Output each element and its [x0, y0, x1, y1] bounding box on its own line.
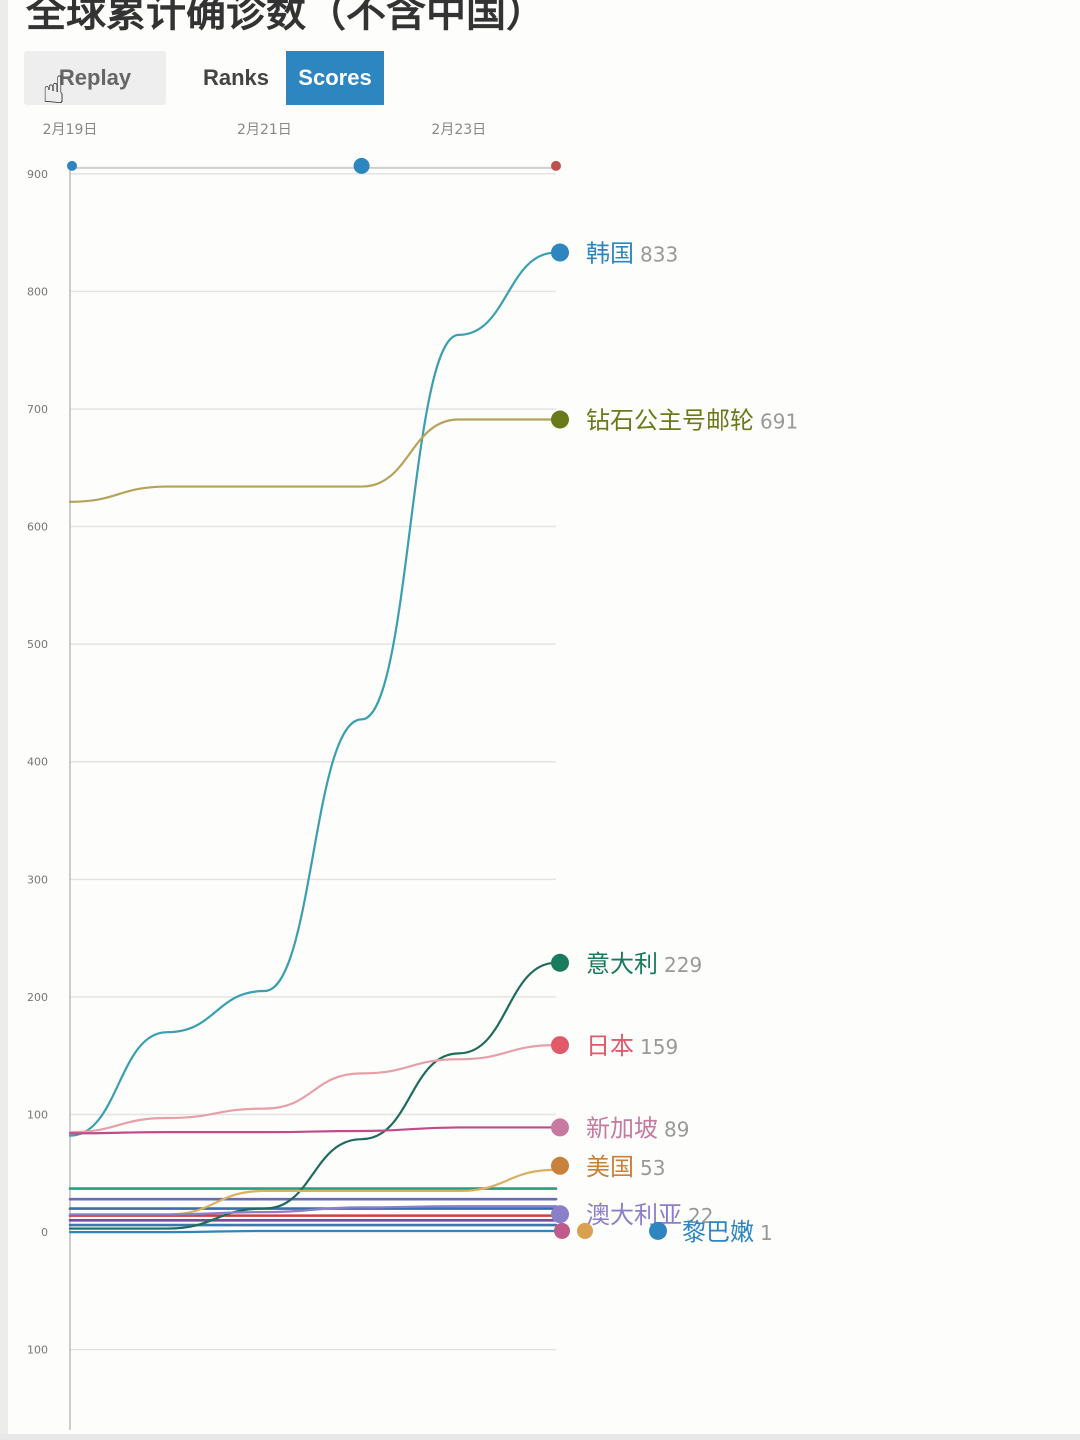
- y-tick-label: 100: [27, 1344, 48, 1357]
- series-name-label: 美国: [586, 1153, 634, 1181]
- series-line: [68, 1044, 558, 1134]
- page-title: 全球累计确诊数（不含中国）: [26, 0, 546, 36]
- series-value-label: 833: [640, 243, 678, 267]
- y-tick-label: 900: [27, 168, 48, 181]
- series-name-label: 韩国: [586, 240, 634, 268]
- crowded-series-dot: [577, 1222, 593, 1239]
- series-name-label: 钻石公主号邮轮: [586, 407, 754, 435]
- series-value-label: 1: [760, 1221, 773, 1245]
- toolbar: Replay Ranks Scores: [24, 50, 384, 106]
- series-name-label: 新加坡: [586, 1114, 658, 1142]
- ranks-tab[interactable]: Ranks: [190, 51, 282, 105]
- series-line: [68, 1205, 558, 1216]
- replay-button[interactable]: Replay: [24, 51, 166, 105]
- crowded-series-dot: [554, 1222, 570, 1239]
- bottom-edge-band: [0, 1434, 1080, 1440]
- y-tick-label: 700: [27, 403, 48, 416]
- series-line: [68, 961, 558, 1230]
- date-tick-label: 2月21日: [237, 122, 292, 138]
- timeline-start-marker: [67, 160, 77, 171]
- series-end-dot: [649, 1221, 667, 1240]
- series-end-dot: [551, 410, 569, 429]
- scores-label: Scores: [298, 65, 372, 90]
- line-chart: 900 800 700 600 500 400 300 200 100 0 100 2月19日 2月21…: [27, 122, 798, 1430]
- series-line: [68, 418, 558, 503]
- series-value-label: 691: [760, 410, 798, 434]
- y-tick-label: 100: [27, 1109, 48, 1122]
- y-tick-label: 800: [27, 285, 48, 298]
- series-line: [68, 1229, 558, 1234]
- series-line: [68, 251, 558, 1137]
- series-end-dot: [551, 1156, 569, 1175]
- scores-tab[interactable]: Scores: [286, 51, 384, 105]
- hand-cursor-icon: ☝: [42, 68, 66, 112]
- y-tick-label: 300: [27, 873, 48, 886]
- replay-label: Replay: [58, 65, 132, 90]
- y-tick-label: 600: [27, 521, 48, 534]
- left-edge-band: [0, 0, 8, 1440]
- series-value-label: 53: [640, 1156, 665, 1180]
- series-value-label: 89: [664, 1117, 689, 1141]
- timeline-end-marker: [551, 160, 561, 171]
- date-tick-label: 2月23日: [431, 122, 486, 138]
- series-value-label: 22: [688, 1204, 713, 1228]
- series-end-dot: [551, 1205, 569, 1224]
- series-end-dot: [551, 953, 569, 972]
- series-name-label: 意大利: [586, 950, 658, 978]
- ranks-label: Ranks: [202, 65, 270, 90]
- series-value-label: 229: [664, 953, 702, 977]
- y-tick-label: 400: [27, 756, 48, 769]
- series-line: [68, 1126, 558, 1135]
- series-end-dot: [551, 1036, 569, 1055]
- series-name-label: 黎巴嫩: [682, 1218, 754, 1246]
- series-value-label: 159: [640, 1035, 678, 1059]
- timeline-progress-marker: [353, 157, 370, 174]
- y-tick-label: 200: [27, 991, 48, 1004]
- series-name-label: 日本: [586, 1032, 634, 1060]
- series-name-label: 澳大利亚: [586, 1201, 682, 1229]
- y-tick-label: 0: [41, 1226, 48, 1239]
- date-tick-label: 2月19日: [43, 122, 98, 138]
- y-tick-label: 500: [27, 638, 48, 651]
- series-end-dot: [551, 243, 569, 262]
- series-end-dot: [551, 1118, 569, 1137]
